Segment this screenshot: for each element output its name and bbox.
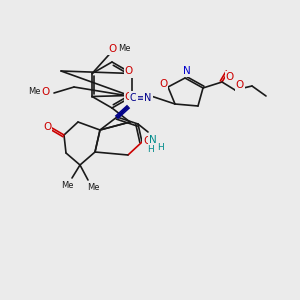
Text: Me: Me	[61, 181, 73, 190]
Text: O: O	[236, 80, 244, 90]
Text: O: O	[159, 79, 167, 89]
Text: ≡: ≡	[137, 93, 145, 103]
Text: N: N	[149, 135, 157, 145]
Text: Me: Me	[87, 182, 99, 191]
Text: H: H	[157, 142, 164, 152]
Text: N: N	[144, 93, 152, 103]
Text: O: O	[42, 87, 50, 97]
Text: O: O	[125, 67, 133, 76]
Text: Me: Me	[118, 44, 130, 53]
Text: Me: Me	[28, 88, 40, 97]
Text: O: O	[143, 136, 151, 146]
Text: N: N	[183, 66, 191, 76]
Text: O: O	[108, 44, 116, 53]
Text: H: H	[148, 146, 154, 154]
Text: O: O	[226, 72, 234, 82]
Text: O: O	[43, 122, 51, 132]
Text: O: O	[125, 92, 133, 103]
Text: C: C	[130, 93, 136, 103]
